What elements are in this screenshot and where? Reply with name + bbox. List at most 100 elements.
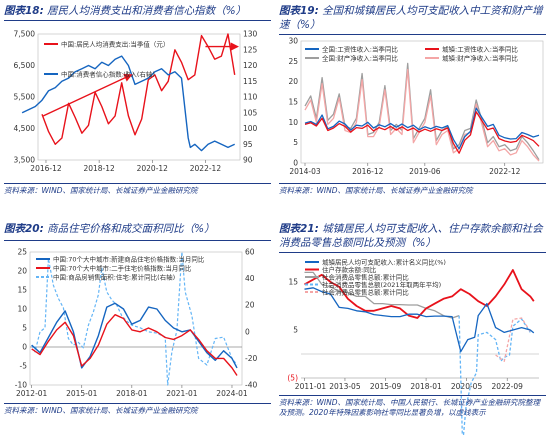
- series-line-3: [458, 315, 531, 435]
- x-tick-label: 2022-12: [190, 164, 222, 173]
- y-tick-label: 15: [17, 286, 27, 295]
- x-tick-label: 2020-05: [451, 382, 483, 391]
- y2-tick-label: -20: [245, 354, 257, 363]
- y-tick-label: 10: [288, 118, 298, 127]
- series-line-2: [31, 251, 238, 386]
- trend-arrow: [43, 73, 133, 117]
- y2-tick-label: 120: [243, 61, 258, 70]
- x-tick-label: 2024-01: [216, 389, 248, 398]
- title-rule: [4, 20, 271, 21]
- plot-frame: [29, 251, 243, 386]
- y-tick-label: 5: [293, 326, 298, 335]
- x-tick-label: 2018-01: [410, 382, 442, 391]
- y-tick-label: 15: [288, 98, 298, 107]
- x-tick-label: 2022-12: [489, 167, 521, 176]
- chart-title: 图表20: 商品住宅价格和成交面积同比（%）: [4, 223, 215, 235]
- x-tick-label: 2015-01: [66, 389, 98, 398]
- y-tick-label: 4,500: [14, 124, 36, 133]
- y2-tick-label: 110: [243, 93, 258, 102]
- legend-entry-label: 住户存款余额:同比: [322, 265, 377, 274]
- series-line-0: [304, 287, 535, 353]
- y2-tick-label: 105: [243, 108, 258, 117]
- y-tick-label: 5: [293, 138, 298, 147]
- chart-plot: 3,500 4,500 5,500 6,500 7,500 90 95 100 105 110 11…: [14, 30, 258, 174]
- chart-plot: 0 5 10 15 20 25 30 2014-03 2016-12 2019-06 2022-12…: [288, 37, 544, 176]
- y-tick-label: 10: [17, 305, 27, 314]
- y2-tick-label: 20: [245, 301, 255, 310]
- x-tick-label: 2018-01: [116, 389, 148, 398]
- y-tick-label: 25: [288, 57, 298, 66]
- y-tick-label: 30: [288, 37, 298, 46]
- x-tick-label: 2014-03: [289, 167, 321, 176]
- y-tick-label: 3,500: [14, 156, 36, 165]
- x-tick-label: 2011-01: [295, 382, 327, 391]
- y-tick-label: 5: [22, 324, 27, 333]
- x-tick-label: 2022-09: [492, 382, 524, 391]
- chart-plot: (5) 5 15 2011-01 2013-05 2015-09 2018-01 2020-0…: [287, 258, 539, 435]
- title-rule: [4, 240, 271, 241]
- source-note: 资料来源：WIND、国家统计局、长城证券产业金融研究院: [279, 186, 473, 195]
- source-rule: [279, 395, 546, 396]
- y2-tick-label: 0: [245, 327, 250, 336]
- y2-tick-label: 100: [243, 124, 258, 133]
- x-tick-label: 2016-12: [352, 167, 384, 176]
- legend-entry-label: 中国:商品房销售面积:住宅:累计同比(右轴): [53, 273, 175, 282]
- legend-entry-label: 城镇居民人均可支配收入:累计名义同比(%): [322, 258, 446, 267]
- series-line-1: [304, 269, 535, 319]
- source-note: 资料来源：WIND、国家统计局、长城证券产业金融研究院: [4, 406, 198, 415]
- x-tick-label: 2020-12: [137, 164, 169, 173]
- legend-entry-label: 社会消费品零售总额(2021年取两年平均): [322, 280, 441, 289]
- chart-panel-19: 图表19: 全国和城镇居民人均可支配收入中工资和财产增速（%） 0 5 10 15 20…: [275, 0, 550, 218]
- source-rule: [4, 403, 271, 404]
- y-tick-label: 15: [288, 278, 298, 287]
- chart-panel-21: 图表21: 城镇居民人均可支配收入、住户存款余额和社会消费品零售总额同比及预测（…: [275, 218, 550, 435]
- y-tick-label: 25: [17, 248, 27, 257]
- legend-entry-label: 中国:消费者信心指数:收入(右轴): [61, 70, 155, 79]
- y-tick-label: 0: [22, 343, 27, 352]
- y-tick-label: 5,500: [14, 93, 36, 102]
- plot-frame: [300, 40, 544, 164]
- y-tick-label: -5: [20, 362, 28, 371]
- y2-tick-label: 130: [243, 30, 258, 39]
- series-line-2: [304, 271, 460, 319]
- x-tick-label: 2016-12: [30, 164, 62, 173]
- legend-entry-label: 中国:居民人均消费支出:当季值（元）: [61, 40, 169, 49]
- y-tick-label: -10: [15, 381, 27, 390]
- legend-entry-label: 中国:70个大中城市:二手住宅价格指数:当月同比: [53, 264, 192, 273]
- y-tick-label: 20: [17, 267, 27, 276]
- y2-tick-label: 125: [243, 45, 258, 54]
- chart-title: 图表19: 全国和城镇居民人均可支配收入中工资和财产增速（%）: [279, 5, 543, 31]
- series-line-1: [304, 111, 540, 154]
- series-line-2: [304, 62, 540, 161]
- x-tick-label: 2018-12: [83, 164, 115, 173]
- legend-entry-label: 中国:70个大中城市:新建商品住宅价格指数:当月同比: [53, 255, 205, 264]
- series-line-1: [31, 314, 238, 376]
- chart-title: 图表18: 居民人均消费支出和消费者信心指数（%）: [4, 5, 247, 17]
- x-tick-label: 2021-01: [166, 389, 198, 398]
- source-rule: [4, 183, 271, 184]
- y-tick-label: 20: [288, 77, 298, 86]
- y-tick-label: 0: [293, 159, 298, 168]
- y2-tick-label: 40: [245, 274, 255, 283]
- y-tick-label: 7,500: [14, 30, 36, 39]
- series-line-0: [41, 33, 236, 145]
- plot-frame: [37, 33, 241, 161]
- chart-panel-20: 图表20: 商品住宅价格和成交面积同比（%） -10 -5 0 5 10 15 20 25 -4…: [0, 218, 275, 435]
- legend-entry-label: 社会消费品零售总额:累计同比: [322, 288, 409, 297]
- x-tick-label: 2015-09: [370, 382, 402, 391]
- chart-panel-18: 图表18: 居民人均消费支出和消费者信心指数（%） 3,500 4,500 5,50…: [0, 0, 275, 218]
- y2-tick-label: 90: [243, 156, 253, 165]
- chart-plot: -10 -5 0 5 10 15 20 25 -40 -20 0 20 40 60 2012-01 2015-…: [15, 248, 258, 399]
- legend-entry-label: 全国:工资性收入:当季同比: [322, 45, 398, 54]
- source-rule: [279, 183, 546, 184]
- y-tick-label: (5): [287, 374, 298, 383]
- legend-entry-label: 城镇:财产净收入:当季同比: [442, 54, 518, 63]
- source-note: 资料来源：WIND、国家统计局、中国人民银行、长城证券产业金融研究院整理及预测。…: [279, 398, 541, 417]
- series-line-4: [495, 317, 531, 362]
- x-tick-label: 2019-06: [409, 167, 441, 176]
- y2-tick-label: 60: [245, 248, 255, 257]
- x-tick-label: 2013-05: [329, 382, 361, 391]
- y2-tick-label: 95: [243, 140, 253, 149]
- series-line-0: [304, 107, 540, 150]
- title-rule: [279, 252, 546, 253]
